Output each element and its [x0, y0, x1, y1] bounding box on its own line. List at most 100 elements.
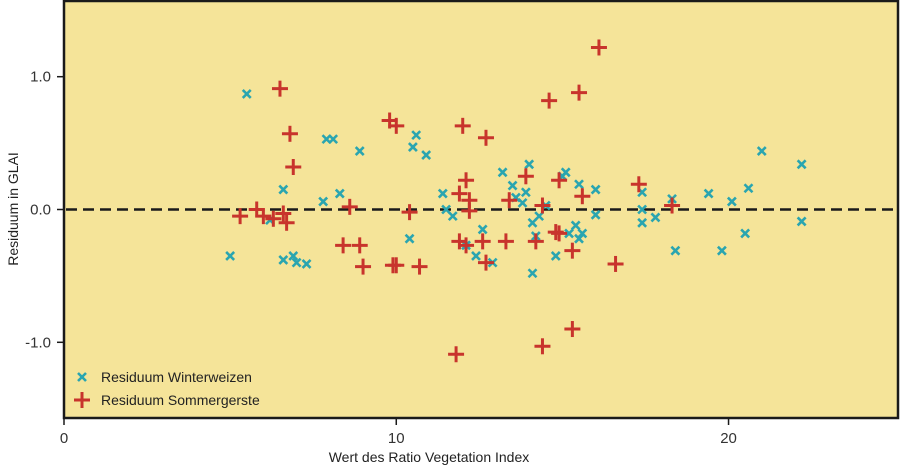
- sommergerste-point: [448, 346, 465, 363]
- y-tick-label: 1.0: [30, 69, 51, 86]
- legend-label: Residuum Sommergerste: [101, 392, 260, 408]
- winterweizen-point: [477, 224, 488, 235]
- winterweizen-point: [716, 245, 727, 256]
- winterweizen-point: [225, 251, 236, 261]
- sommergerste-point: [454, 117, 471, 134]
- winterweizen-point: [517, 197, 528, 208]
- x-tick-label: 10: [388, 430, 405, 447]
- winterweizen-point: [291, 257, 302, 268]
- sommergerste-point: [590, 39, 607, 56]
- winterweizen-point: [590, 184, 601, 195]
- sommergerste-point: [411, 258, 428, 275]
- sommergerste-point: [265, 210, 282, 227]
- sommergerste-point: [232, 208, 249, 225]
- winterweizen-point: [637, 204, 648, 215]
- winterweizen-point: [404, 233, 415, 244]
- winterweizen-point: [743, 183, 754, 194]
- winterweizen-point: [497, 167, 508, 178]
- legend: Residuum Winterweizen Residuum Sommergers…: [74, 369, 260, 408]
- winterweizen-point: [740, 228, 751, 239]
- legend-label: Residuum Winterweizen: [101, 369, 252, 385]
- sommergerste-point: [451, 185, 468, 202]
- y-axis: 1.0 0.0 -1.0: [25, 69, 64, 351]
- winterweizen-point: [471, 251, 481, 261]
- winterweizen-point: [411, 130, 422, 141]
- winterweizen-point: [550, 251, 561, 261]
- winterweizen-point: [421, 150, 432, 160]
- winterweizen-point: [278, 255, 289, 265]
- legend-marker: [77, 372, 87, 382]
- winterweizen-point: [670, 245, 681, 256]
- sommergerste-point: [551, 225, 568, 242]
- y-tick-label: -1.0: [25, 334, 51, 351]
- winterweizen-point: [328, 134, 339, 145]
- sommergerste-point: [477, 129, 494, 146]
- winterweizen-point: [301, 259, 312, 269]
- sommergerste-point: [571, 84, 588, 101]
- sommergerste-point: [271, 80, 288, 97]
- winterweizen-point: [570, 220, 581, 231]
- winterweizen-point: [447, 211, 458, 222]
- sommergerste-point: [534, 338, 551, 355]
- sommergerste-point: [255, 208, 272, 225]
- winterweizen-point: [278, 184, 289, 195]
- sommergerste-point: [281, 125, 298, 142]
- x-axis: 0 10 20: [60, 418, 737, 447]
- winterweizen-point: [703, 188, 714, 199]
- winterweizen-point: [650, 212, 661, 223]
- y-axis-title: Residuum in GLAI: [5, 152, 21, 266]
- sommergerste-point: [461, 192, 478, 209]
- winterweizen-point: [288, 251, 299, 261]
- winterweizen-point: [334, 188, 345, 199]
- sommergerste-point: [534, 197, 551, 214]
- sommergerste-point: [355, 258, 372, 275]
- winterweizen-point: [560, 167, 571, 178]
- sommergerste-point: [278, 214, 295, 231]
- x-axis-title: Wert des Ratio Vegetation Index: [329, 449, 530, 465]
- sommergerste-point: [501, 192, 518, 209]
- sommergerste-point: [607, 255, 624, 272]
- sommergerste-point: [285, 159, 302, 176]
- winterweizen-point: [524, 159, 535, 170]
- winterweizen-point: [796, 159, 807, 170]
- sommergerste-point: [388, 117, 405, 134]
- winterweizen-point: [520, 187, 531, 198]
- legend-marker: [74, 392, 90, 408]
- sommergerste-point: [541, 92, 558, 109]
- sommergerste-point: [384, 257, 401, 274]
- winterweizen-point: [318, 196, 329, 207]
- data-points: [225, 39, 807, 363]
- sommergerste-point: [527, 233, 544, 250]
- sommergerste-point: [335, 237, 352, 254]
- sommergerste-point: [401, 204, 418, 221]
- winterweizen-point: [726, 196, 737, 207]
- winterweizen-point: [564, 228, 574, 239]
- sommergerste-point: [497, 233, 514, 250]
- winterweizen-point: [407, 142, 418, 153]
- winterweizen-point: [590, 209, 601, 220]
- winterweizen-point: [574, 233, 584, 244]
- sommergerste-point: [341, 198, 358, 215]
- winterweizen-point: [354, 146, 365, 156]
- winterweizen-point: [241, 89, 252, 99]
- sommergerste-point: [351, 237, 368, 254]
- winterweizen-point: [527, 268, 538, 279]
- x-tick-label: 0: [60, 430, 68, 447]
- winterweizen-point: [577, 228, 588, 239]
- winterweizen-point: [756, 146, 767, 156]
- winterweizen-point: [637, 217, 648, 228]
- sommergerste-point: [517, 168, 534, 185]
- winterweizen-point: [574, 179, 584, 190]
- sommergerste-point: [564, 242, 581, 259]
- sommergerste-point: [564, 321, 581, 338]
- sommergerste-point: [458, 172, 475, 189]
- sommergerste-point: [477, 254, 494, 271]
- sommergerste-point: [574, 188, 591, 205]
- winterweizen-point: [507, 180, 518, 191]
- sommergerste-point: [630, 176, 647, 193]
- y-tick-label: 0.0: [30, 202, 51, 219]
- sommergerste-point: [664, 197, 681, 214]
- sommergerste-point: [275, 205, 292, 222]
- winterweizen-point: [437, 188, 448, 199]
